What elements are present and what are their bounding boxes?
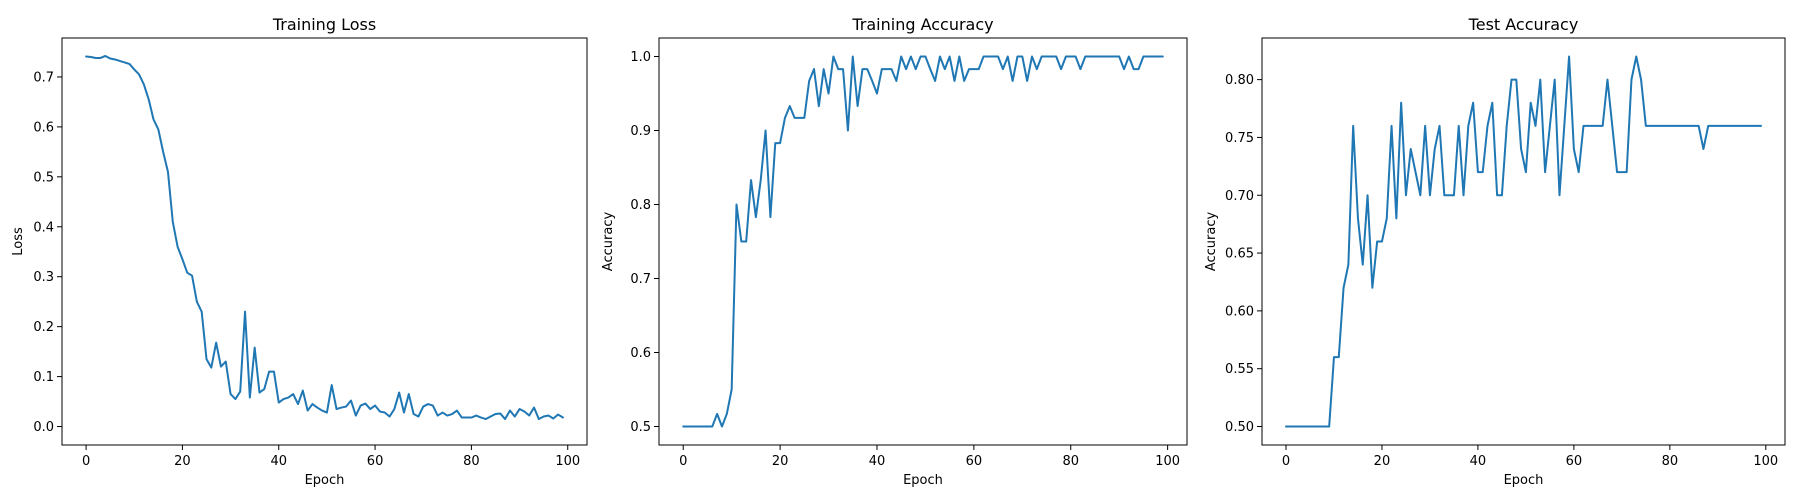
y-tick-label: 0.6 — [33, 120, 54, 135]
plot-area-frame — [658, 37, 1188, 446]
series-line — [85, 54, 564, 421]
y-tick-label: 1.0 — [630, 50, 651, 65]
x-tick-label: 100 — [555, 454, 580, 469]
y-tick-label: 0.7 — [33, 70, 54, 85]
y-tick-label: 0.50 — [1225, 420, 1254, 435]
x-tick-label: 40 — [270, 454, 287, 469]
x-tick-label: 20 — [1374, 454, 1391, 469]
y-axis-label: Loss — [11, 227, 26, 256]
y-tick-label: 0.70 — [1225, 189, 1254, 204]
y-tick-label: 0.0 — [33, 420, 54, 435]
x-axis-label: Epoch — [903, 473, 943, 488]
x-tick-label: 0 — [82, 454, 90, 469]
plot-area-frame — [61, 37, 588, 446]
x-tick-label: 100 — [1753, 454, 1778, 469]
chart-test-accuracy: Test Accuracy Epoch Accuracy 0 20 40 60 80 10… — [1204, 15, 1786, 488]
y-tick-label: 0.60 — [1225, 304, 1254, 319]
x-tick-label: 80 — [1062, 454, 1079, 469]
x-tick-label: 0 — [679, 454, 687, 469]
x-tick-label: 100 — [1155, 454, 1180, 469]
y-tick-label: 0.6 — [630, 346, 651, 361]
series-line — [682, 55, 1164, 428]
y-tick-label: 0.5 — [33, 170, 54, 185]
x-tick-label: 80 — [1662, 454, 1679, 469]
y-tick-label: 0.55 — [1225, 362, 1254, 377]
y-axis-label: Accuracy — [601, 212, 616, 272]
x-tick-label: 40 — [1470, 454, 1487, 469]
y-tick-label: 0.2 — [33, 320, 54, 335]
chart-title: Training Loss — [272, 15, 376, 34]
chart-training-loss: Training Loss Epoch Loss 0 20 40 60 80 100 0.0… — [11, 15, 588, 488]
x-tick-label: 20 — [772, 454, 789, 469]
y-tick-label: 0.5 — [630, 420, 651, 435]
y-tick-label: 0.80 — [1225, 73, 1254, 88]
chart-training-accuracy: Training Accuracy Epoch Accuracy 0 20 40 60… — [601, 15, 1188, 488]
y-tick-label: 0.1 — [33, 370, 54, 385]
x-axis-label: Epoch — [1504, 473, 1544, 488]
y-tick-label: 0.65 — [1225, 247, 1254, 262]
y-tick-label: 0.75 — [1225, 131, 1254, 146]
series-line — [1284, 55, 1763, 428]
y-axis-label: Accuracy — [1204, 212, 1219, 272]
y-tick-label: 0.3 — [33, 270, 54, 285]
x-tick-label: 80 — [463, 454, 480, 469]
x-tick-label: 0 — [1282, 454, 1290, 469]
chart-title: Test Accuracy — [1468, 15, 1579, 34]
x-axis-label: Epoch — [305, 473, 345, 488]
y-tick-label: 0.8 — [630, 198, 651, 213]
plot-area-frame — [1261, 37, 1786, 446]
x-tick-label: 20 — [174, 454, 191, 469]
x-tick-label: 40 — [869, 454, 886, 469]
y-tick-label: 0.9 — [630, 124, 651, 139]
chart-title: Training Accuracy — [851, 15, 993, 34]
x-tick-label: 60 — [367, 454, 384, 469]
x-tick-label: 60 — [1566, 454, 1583, 469]
y-tick-label: 0.4 — [33, 220, 54, 235]
y-tick-label: 0.7 — [630, 272, 651, 287]
x-tick-label: 60 — [966, 454, 983, 469]
